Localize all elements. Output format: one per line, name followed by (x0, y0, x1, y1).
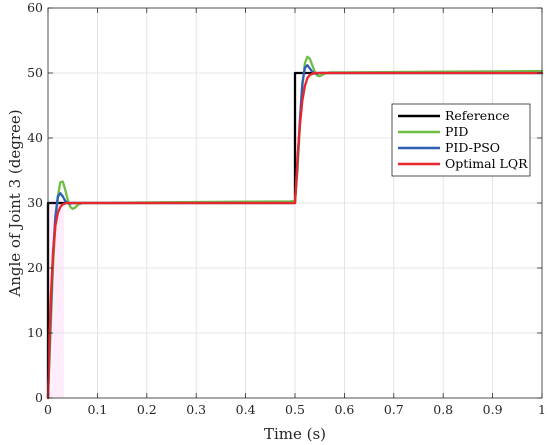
x-tick-label: 0.9 (483, 402, 503, 417)
x-tick-label: 0.7 (384, 402, 404, 417)
y-tick-label: 50 (27, 65, 43, 80)
y-tick-label: 40 (27, 130, 43, 145)
series-line-optimal-lqr (46, 71, 544, 400)
y-tick-label: 10 (27, 325, 43, 340)
legend-label-reference: Reference (445, 108, 510, 123)
x-tick-label: 0.4 (236, 402, 256, 417)
y-tick-label: 30 (27, 195, 43, 210)
x-axis-label: Time (s) (264, 425, 326, 443)
y-tick-label: 60 (27, 0, 43, 15)
x-tick-label: 0.5 (285, 402, 305, 417)
legend: Reference PID PID-PSO Optimal LQR (391, 103, 531, 177)
x-tick-label: 0.8 (433, 402, 453, 417)
x-tick-label: 0.2 (137, 402, 157, 417)
x-tick-label: 0 (44, 402, 52, 417)
legend-label-pid: PID (445, 124, 468, 139)
y-axis-label: Angle of Joint 3 (degree) (6, 109, 24, 297)
legend-label-optimal-lqr: Optimal LQR (445, 156, 528, 171)
axis-ticks: 0 0.1 0.2 0.3 0.4 0.5 0.6 0.7 0.8 0.9 101020304050… (27, 0, 546, 417)
y-tick-label: 0 (35, 390, 43, 405)
y-tick-label: 20 (27, 260, 43, 275)
x-tick-label: 1 (538, 402, 546, 417)
x-tick-label: 0.6 (334, 402, 354, 417)
x-tick-label: 0.3 (186, 402, 206, 417)
legend-label-pid-pso: PID-PSO (445, 140, 500, 155)
x-tick-label: 0.1 (87, 402, 107, 417)
input-pulse-shading (48, 200, 64, 398)
